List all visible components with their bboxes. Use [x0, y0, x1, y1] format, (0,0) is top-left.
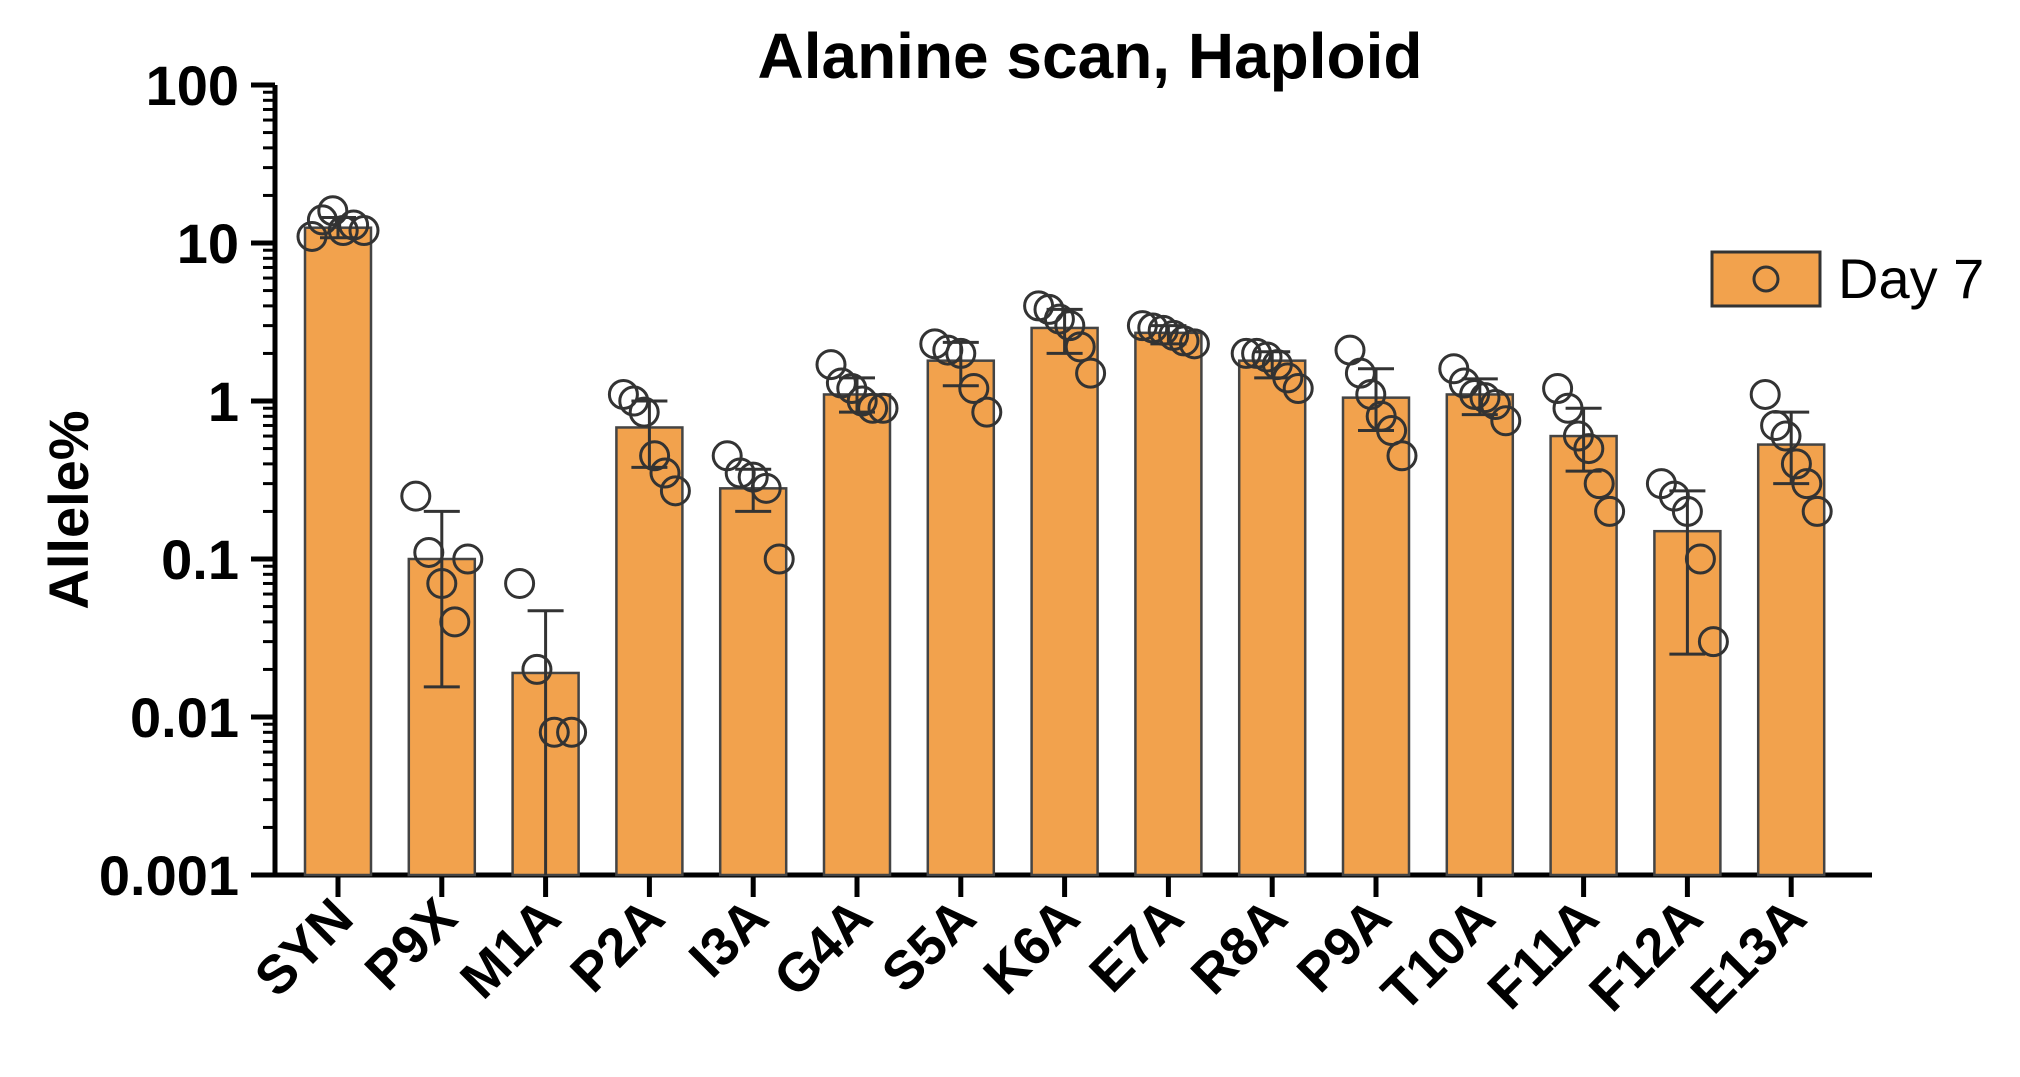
data-point [1573, 433, 1605, 465]
data-point [1671, 495, 1703, 527]
data-point [1749, 378, 1781, 410]
x-tick-label: SYN [244, 887, 365, 1008]
x-tick-label: S5A [871, 887, 988, 1004]
data-point [618, 385, 650, 417]
x-tick-label: M1A [449, 887, 572, 1010]
bar [303, 226, 373, 877]
data-point [846, 385, 878, 417]
data-point [763, 543, 795, 575]
bar [615, 426, 684, 877]
bar [1756, 443, 1826, 877]
data-point [1386, 440, 1418, 472]
y-tick-label: 10 [177, 212, 239, 275]
data-point [1282, 372, 1314, 404]
x-tick-label: E7A [1078, 887, 1195, 1004]
data-point [1801, 495, 1833, 527]
data-point [958, 372, 990, 404]
x-tick-label: P2A [559, 887, 676, 1004]
data-point [1064, 331, 1096, 363]
data-point [649, 457, 681, 489]
x-tick-label: R8A [1180, 887, 1299, 1006]
data-point [750, 472, 782, 504]
data-point [724, 457, 756, 489]
data-point [348, 214, 380, 246]
y-tick-label: 0.01 [130, 686, 239, 749]
data-point [1697, 626, 1729, 658]
x-tick-label: I3A [678, 887, 780, 989]
data-point [439, 606, 471, 638]
data-point [413, 536, 445, 568]
data-point [538, 716, 570, 748]
data-point [1272, 362, 1304, 394]
data-point [857, 392, 889, 424]
x-tick-label: K6A [972, 887, 1091, 1006]
x-tick-label: T10A [1370, 887, 1506, 1023]
data-point [1448, 367, 1480, 399]
data-point [945, 337, 977, 369]
y-tick-label: 0.001 [99, 844, 239, 907]
data-point [1552, 392, 1584, 424]
data-point [1583, 468, 1615, 500]
data-point [1490, 405, 1522, 437]
data-point [1760, 409, 1792, 441]
data-point [1137, 312, 1169, 344]
data-point [1542, 372, 1574, 404]
x-tick-label: G4A [763, 887, 884, 1008]
data-point [1594, 495, 1626, 527]
data-point [1126, 310, 1158, 342]
data-point [317, 195, 349, 227]
bar [822, 393, 892, 877]
x-tick-label: F12A [1578, 887, 1714, 1023]
legend-swatch [1710, 250, 1822, 308]
data-point [1075, 357, 1107, 389]
bar [926, 359, 996, 877]
data-point [452, 543, 484, 575]
data-point [1251, 341, 1283, 373]
data-point [932, 334, 964, 366]
bar [1445, 393, 1515, 877]
data-point [867, 392, 899, 424]
data-point [1684, 543, 1716, 575]
y-tick-labels: 100 10 1 0.1 0.01 0.001 [99, 54, 239, 907]
bar [1237, 359, 1307, 877]
x-tick-label: P9X [354, 887, 469, 1002]
x-tick-label: F11A [1476, 887, 1610, 1021]
y-axis-label: Allele% [37, 410, 100, 609]
data-point [1770, 420, 1802, 452]
bar [1030, 326, 1099, 877]
bar [1549, 434, 1618, 877]
data-point [628, 396, 660, 428]
y-tick-label: 100 [146, 54, 239, 117]
data-point [556, 716, 588, 748]
chart-title: Alanine scan, Haploid [757, 20, 1422, 92]
data-point [1230, 337, 1262, 369]
data-point [1780, 448, 1812, 480]
bar [1341, 396, 1411, 877]
data-point [504, 567, 536, 599]
data-point [296, 220, 328, 252]
data-point [639, 440, 671, 472]
legend-label: Day 7 [1838, 247, 1984, 310]
data-point [1178, 328, 1210, 360]
bar [1134, 331, 1203, 877]
legend: Day 7 [1710, 247, 1984, 310]
y-tick-label: 1 [208, 370, 239, 433]
data-points [296, 195, 1833, 748]
data-point [521, 653, 553, 685]
data-point [426, 567, 458, 599]
y-tick-label: 0.1 [161, 528, 239, 591]
data-point [1479, 389, 1511, 421]
data-point [400, 480, 432, 512]
data-point [659, 475, 691, 507]
data-point [1033, 293, 1065, 325]
legend-point-marker [1752, 265, 1780, 293]
data-point [1791, 468, 1823, 500]
data-point [971, 396, 1003, 428]
data-point [815, 349, 847, 381]
x-tick-label: E13A [1680, 887, 1818, 1025]
